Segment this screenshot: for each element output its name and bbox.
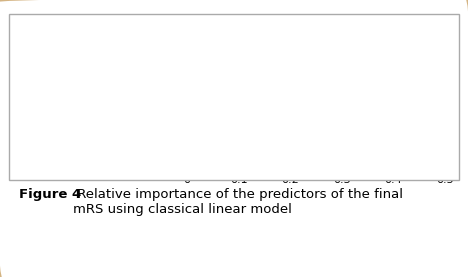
Text: Relative importance of the predictors of the final
mRS using classical linear mo: Relative importance of the predictors of… [73,188,402,216]
Bar [187,21,228,36]
Bar [187,70,244,85]
Bar [187,95,254,110]
Bar [187,144,393,159]
Bar [187,120,290,135]
Text: Figure 4: Figure 4 [19,188,81,201]
Bar [187,45,239,60]
